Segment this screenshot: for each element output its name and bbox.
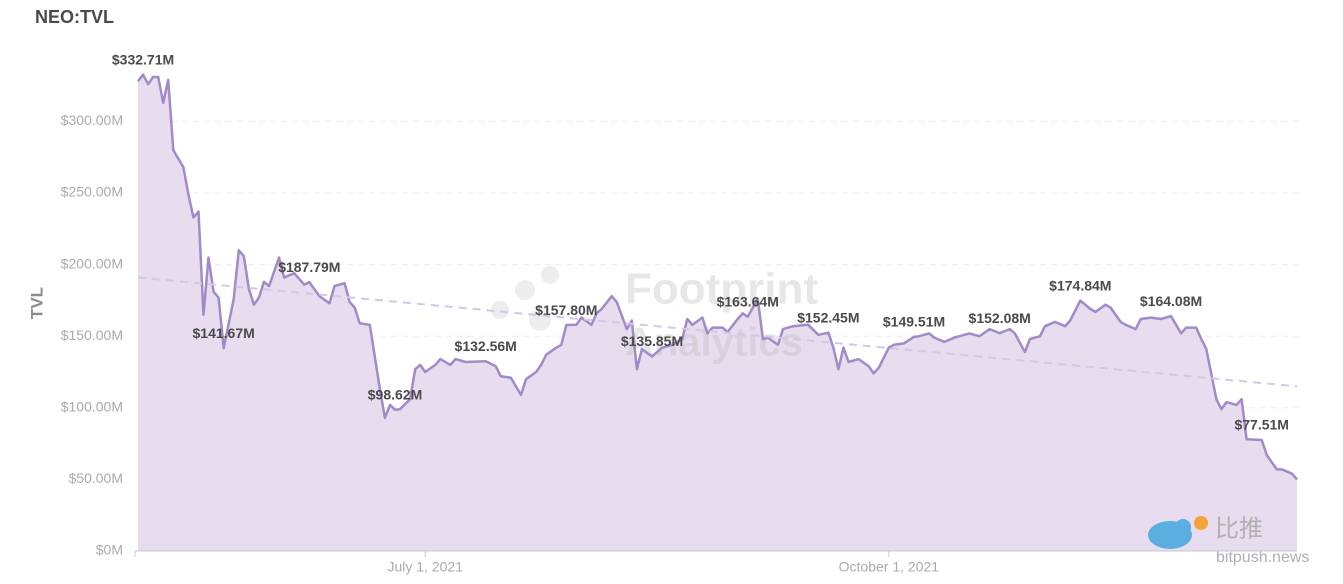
- data-label: $164.08M: [1140, 293, 1202, 309]
- data-label: $332.71M: [112, 51, 174, 67]
- data-label: $163.64M: [717, 293, 779, 309]
- watermark-dot: [541, 266, 559, 284]
- trend-line: [137, 276, 1298, 388]
- data-label: $132.56M: [455, 338, 517, 354]
- y-tick-label: $200.00M: [61, 255, 123, 271]
- y-tick-label: $50.00M: [69, 470, 123, 486]
- data-label: $135.85M: [621, 333, 683, 349]
- source-logo: 比推 bitpush.news: [1148, 515, 1309, 566]
- area: [138, 74, 1297, 551]
- y-axis-label: TVL: [27, 287, 46, 319]
- data-label: $157.80M: [535, 302, 597, 318]
- logo-coin: [1194, 516, 1208, 530]
- y-tick-label: $0M: [96, 542, 123, 558]
- y-tick-label: $250.00M: [61, 184, 123, 200]
- x-tick-label: July 1, 2021: [387, 559, 463, 575]
- watermark-dot: [515, 280, 535, 300]
- data-label: $174.84M: [1049, 277, 1111, 293]
- chart-title: NEO:TVL: [35, 7, 114, 27]
- data-label: $77.51M: [1234, 417, 1288, 433]
- logo-text: 比推: [1215, 515, 1263, 542]
- data-label: $141.67M: [193, 325, 255, 341]
- data-label: $187.79M: [278, 259, 340, 275]
- data-label: $152.08M: [969, 310, 1031, 326]
- watermark-text: Footprint: [625, 265, 818, 314]
- logo-url: bitpush.news: [1216, 549, 1309, 566]
- y-tick-label: $150.00M: [61, 327, 123, 343]
- data-label: $152.45M: [797, 309, 859, 325]
- logo-bird-head: [1175, 519, 1191, 535]
- x-tick-label: October 1, 2021: [839, 559, 940, 575]
- data-label: $98.62M: [368, 386, 422, 402]
- y-tick-label: $300.00M: [61, 112, 123, 128]
- y-tick-label: $100.00M: [61, 399, 123, 415]
- data-label: $149.51M: [883, 314, 945, 330]
- watermark-dot: [491, 301, 509, 319]
